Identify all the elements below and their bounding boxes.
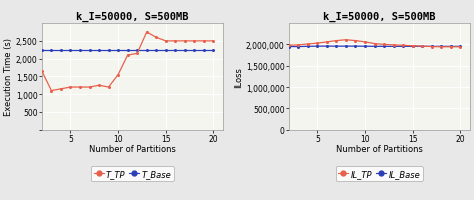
- Y-axis label: Execution Time (s): Execution Time (s): [4, 38, 13, 116]
- Legend: T_TP, T_Base: T_TP, T_Base: [91, 166, 174, 181]
- X-axis label: Number of Partitions: Number of Partitions: [336, 144, 423, 153]
- Legend: IL_TP, IL_Base: IL_TP, IL_Base: [336, 166, 423, 181]
- Y-axis label: ILoss: ILoss: [234, 67, 243, 87]
- Title: k_I=50000, S=500MB: k_I=50000, S=500MB: [76, 12, 189, 22]
- Title: k_I=50000, S=500MB: k_I=50000, S=500MB: [323, 12, 436, 22]
- X-axis label: Number of Partitions: Number of Partitions: [89, 144, 176, 153]
